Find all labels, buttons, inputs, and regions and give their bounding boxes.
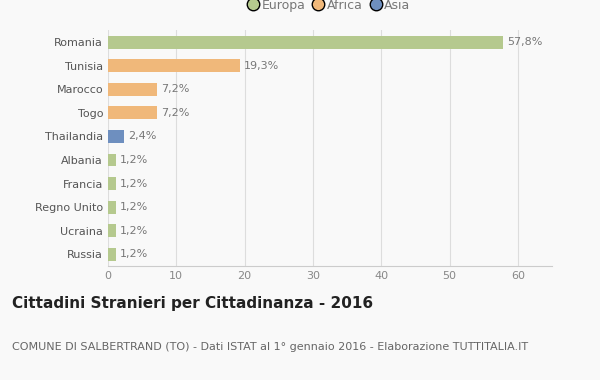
Text: 1,2%: 1,2%	[120, 155, 149, 165]
Text: 1,2%: 1,2%	[120, 202, 149, 212]
Text: 7,2%: 7,2%	[161, 108, 190, 118]
Text: 7,2%: 7,2%	[161, 84, 190, 94]
Text: 19,3%: 19,3%	[244, 61, 279, 71]
Text: 2,4%: 2,4%	[128, 131, 157, 141]
Bar	[108, 59, 240, 72]
Bar	[108, 224, 116, 237]
Bar	[108, 83, 157, 96]
Bar	[108, 177, 116, 190]
Text: 1,2%: 1,2%	[120, 249, 149, 259]
Legend: Europa, Africa, Asia: Europa, Africa, Asia	[245, 0, 415, 17]
Text: COMUNE DI SALBERTRAND (TO) - Dati ISTAT al 1° gennaio 2016 - Elaborazione TUTTIT: COMUNE DI SALBERTRAND (TO) - Dati ISTAT …	[12, 342, 528, 352]
Bar	[108, 130, 124, 143]
Bar	[108, 248, 116, 261]
Text: 57,8%: 57,8%	[507, 37, 542, 47]
Text: 1,2%: 1,2%	[120, 226, 149, 236]
Text: 1,2%: 1,2%	[120, 179, 149, 188]
Bar	[108, 106, 157, 119]
Bar	[108, 201, 116, 214]
Bar	[108, 154, 116, 166]
Text: Cittadini Stranieri per Cittadinanza - 2016: Cittadini Stranieri per Cittadinanza - 2…	[12, 296, 373, 311]
Bar	[108, 36, 503, 49]
